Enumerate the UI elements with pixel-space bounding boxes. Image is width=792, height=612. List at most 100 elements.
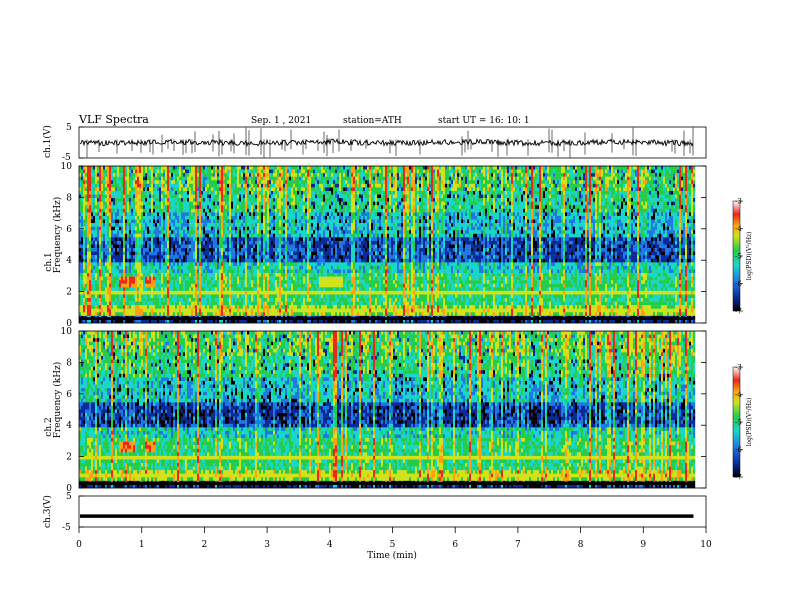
ch1-spectrogram-cell <box>165 226 168 231</box>
ch1-spectrogram-cell <box>133 301 136 306</box>
ch1-spectrogram-cell <box>249 308 252 313</box>
ch1-spectrogram-cell <box>155 169 158 174</box>
ch1-spectrogram-cell <box>199 251 202 256</box>
ch1-spectrogram-cell <box>93 283 96 288</box>
ch1-spectrogram-cell <box>151 287 154 292</box>
ch1-spectrogram-cell <box>277 298 280 302</box>
ch1-spectrogram-cell <box>299 226 302 231</box>
ch1-spectrogram-cell <box>207 280 210 284</box>
ch1-spectrogram-cell <box>187 269 190 274</box>
ch1-spectrogram-cell <box>263 276 266 281</box>
ch1-spectrogram-cell <box>261 215 264 220</box>
ch1-spectrogram-cell <box>213 198 216 202</box>
ch1-spectrogram-cell <box>297 305 300 309</box>
ch1-spectrogram-cell <box>125 180 128 185</box>
ch1-spectrogram-cell <box>301 262 304 267</box>
ch1-spectrogram-cell <box>145 255 148 259</box>
ch1-spectrogram-cell <box>295 237 298 242</box>
ch1-spectrogram-cell <box>229 180 232 185</box>
ch1-spectrogram-cell <box>191 237 194 242</box>
ch1-spectrogram-cell <box>205 215 208 220</box>
ch1-spectrogram-cell <box>125 190 128 195</box>
ch1-spectrogram-cell <box>111 190 114 195</box>
ch1-spectrogram-cell <box>115 169 118 174</box>
ch1-spectrogram-cell <box>245 187 248 192</box>
ch1-spectrogram-cell <box>297 294 300 299</box>
ch1-spectrogram-cell <box>281 173 284 177</box>
ch1-spectrogram-cell <box>107 183 110 188</box>
ch1-spectrogram-cell <box>151 298 154 302</box>
ch1-spectrogram-cell <box>181 308 184 313</box>
ch1-spectrogram-cell <box>105 219 108 224</box>
ch1-spectrogram-cell <box>139 215 142 220</box>
ch1-spectrogram-cell <box>223 265 226 270</box>
ch1-spectrogram-cell <box>263 273 266 277</box>
ch1-spectrogram-cell <box>219 208 222 213</box>
ch1-spectrogram-cell <box>255 283 258 288</box>
ch1-spectrogram-cell <box>103 215 106 220</box>
ch1-spectrogram-cell <box>79 251 82 256</box>
ch1-spectrogram-cell <box>291 212 294 217</box>
ch1-spectrogram-cell <box>241 215 244 220</box>
ch1-spectrogram-cell <box>117 262 120 267</box>
ch1-spectrogram-cell <box>245 183 248 188</box>
ch1-spectrogram-cell <box>207 305 210 309</box>
ch1-spectrogram-cell <box>121 290 124 295</box>
ch1-spectrogram-cell <box>289 230 292 234</box>
ch1-spectrogram-cell <box>231 305 234 309</box>
ch1-spectrogram-cell <box>111 240 114 245</box>
ch1-spectrogram-cell <box>237 273 240 277</box>
ch1-spectrogram-cell <box>127 251 130 256</box>
ch1-spectrogram-cell <box>253 283 256 288</box>
ch1-spectrogram-cell <box>213 212 216 217</box>
ch1-spectrogram-cell <box>121 230 124 234</box>
ch1-spectrogram-cell <box>299 194 302 199</box>
ch1-spectrogram-cell <box>217 280 220 284</box>
ch1-spectrogram-cell <box>243 312 246 317</box>
ch1-spectrogram-cell <box>273 287 276 292</box>
ch1-spectrogram-cell <box>105 215 108 220</box>
ch1-spectrogram-cell <box>115 215 118 220</box>
ch1-spectrogram-cell <box>195 319 198 324</box>
ch1-spectrogram-cell <box>173 298 176 302</box>
ch1-spectrogram-cell <box>181 258 184 263</box>
ch1-spectrogram-cell <box>267 183 270 188</box>
ch1-spectrogram-cell <box>291 194 294 199</box>
ch1-spectrogram-cell <box>89 290 92 295</box>
ch1-spectrogram-cell <box>251 273 254 277</box>
ch1-spectrogram-cell <box>241 226 244 231</box>
ch1-spectrogram-cell <box>143 240 146 245</box>
ch1-spectrogram-cell <box>105 237 108 242</box>
ch1-spectrogram-cell <box>83 212 86 217</box>
ch1-spectrogram-cell <box>189 251 192 256</box>
ch1-spectrogram-cell <box>181 262 184 267</box>
ch1-spectrogram-cell <box>165 233 168 238</box>
ch1-spectrogram-cell <box>119 280 122 284</box>
ch1-spectrogram-cell <box>187 255 190 259</box>
ch1-spectrogram-cell <box>267 187 270 192</box>
ch1-spectrogram-cell <box>185 258 188 263</box>
ch1-spectrogram-cell <box>179 176 182 181</box>
ch1-spectrogram-cell <box>173 233 176 238</box>
ch1-spectrogram-cell <box>251 244 254 249</box>
ch1-spectrogram-cell <box>273 190 276 195</box>
ch1-spectrogram-cell <box>95 215 98 220</box>
ch1-spectrogram-cell <box>211 233 214 238</box>
ch1-spectrogram-cell <box>237 215 240 220</box>
ch1-spectrogram-cell <box>165 248 168 252</box>
ch1-spectrogram-cell <box>209 290 212 295</box>
ch1-spectrogram-cell <box>149 244 152 249</box>
ch1-spectrogram-cell <box>191 280 194 284</box>
ch1-spectrogram-cell <box>159 201 162 206</box>
ch1-spectrogram-cell <box>235 248 238 252</box>
ch1-spectrogram-cell <box>235 198 238 202</box>
ch1-spectrogram-cell <box>125 219 128 224</box>
ch1-spectrogram-cell <box>153 173 156 177</box>
ch1-spectrogram-cell <box>269 194 272 199</box>
ch1-spectrogram-cell <box>109 262 112 267</box>
ch1-spectrogram-cell <box>247 201 250 206</box>
ch1-spectrogram-cell <box>287 230 290 234</box>
ch1-spectrogram-cell <box>197 301 200 306</box>
ch1-spectrogram-cell <box>287 301 290 306</box>
ch1-spectrogram-cell <box>235 258 238 263</box>
